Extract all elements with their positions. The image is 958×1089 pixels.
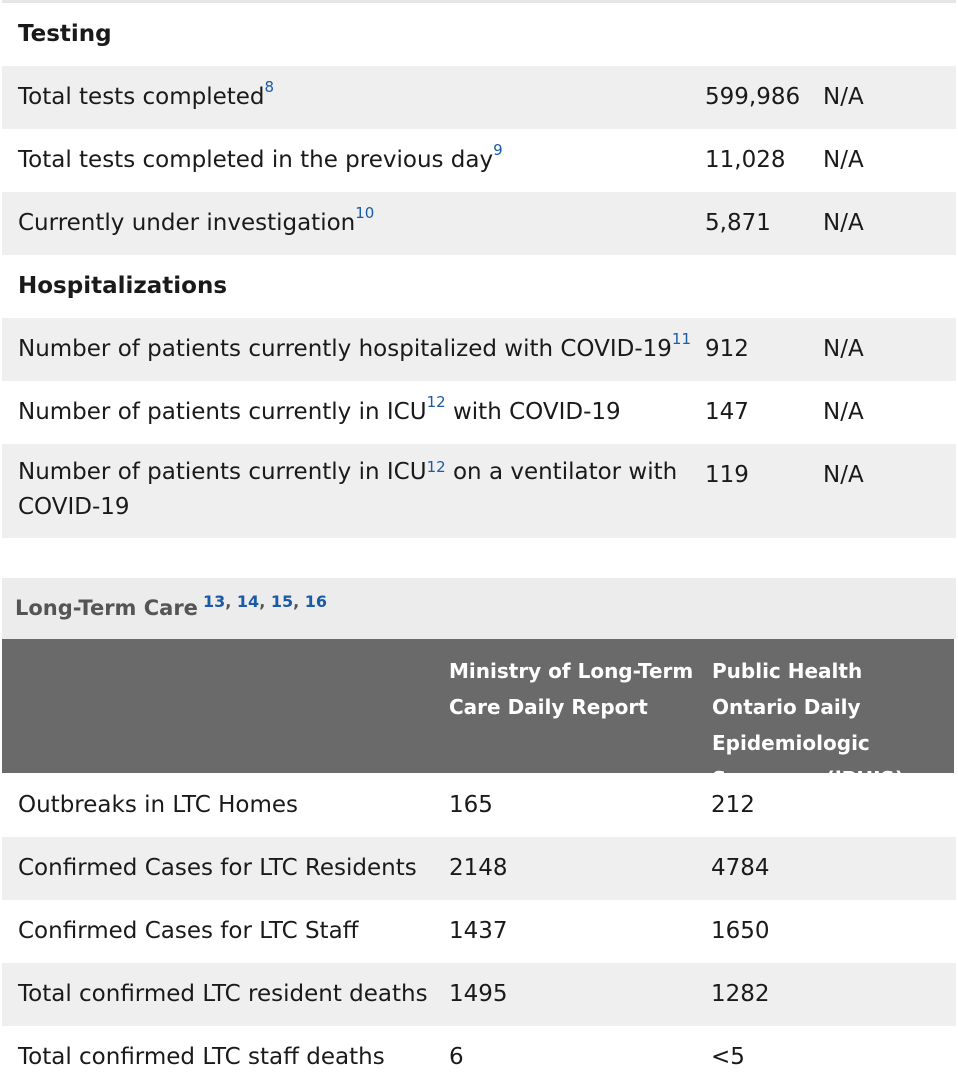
row-value-2: 4784 (711, 855, 770, 881)
row-value-2: N/A (823, 336, 864, 362)
footnote-link[interactable]: 8 (264, 78, 275, 96)
row-label: Total confirmed LTC resident deaths (18, 981, 428, 1007)
table-row: Total tests completed8 599,986 N/A (2, 66, 956, 129)
row-value-2: 1650 (711, 918, 770, 944)
row-label: Total confirmed LTC staff deaths (18, 1044, 385, 1070)
table-row: Total tests completed in the previous da… (2, 129, 956, 192)
footnote-link[interactable]: 11 (671, 330, 692, 348)
row-value-2: <5 (711, 1044, 745, 1070)
ltc-table: Outbreaks in LTC Homes 165 212 Confirmed… (2, 774, 956, 1089)
footnote-link[interactable]: 16 (304, 592, 328, 611)
row-value-2: N/A (823, 84, 864, 110)
ltc-column-header: Ministry of Long-Term Care Daily Report … (2, 639, 954, 791)
ltc-table-caption: Long-Term Care 13, 14, 15, 16 (2, 578, 956, 639)
row-value-2: N/A (823, 462, 864, 488)
table-row: Currently under investigation10 5,871 N/… (2, 192, 956, 255)
row-label: Number of patients currently in ICU12 on… (18, 458, 678, 520)
section-heading-hospitalizations: Hospitalizations (18, 273, 228, 299)
table-row: Total confirmed LTC resident deaths 1495… (2, 963, 956, 1026)
table-row: Confirmed Cases for LTC Staff 1437 1650 (2, 900, 956, 963)
table-row: Number of patients currently hospitalize… (2, 318, 956, 381)
row-value-1: 5,871 (705, 210, 771, 236)
table-row: Confirmed Cases for LTC Residents 2148 4… (2, 837, 956, 900)
row-value-1: 912 (705, 336, 749, 362)
row-label: Currently under investigation10 (18, 204, 375, 236)
row-label: Number of patients currently in ICU12 wi… (18, 393, 621, 425)
row-value-1: 1437 (449, 918, 508, 944)
row-label: Outbreaks in LTC Homes (18, 792, 299, 818)
row-value-1: 2148 (449, 855, 508, 881)
row-label: Total tests completed in the previous da… (18, 141, 503, 173)
table-row: Number of patients currently in ICU12 on… (2, 444, 956, 538)
column-header-pho: Public Health Ontario Daily Epidemiologi… (712, 659, 905, 791)
footnote-link[interactable]: 12 (426, 393, 446, 411)
footnote-link[interactable]: 9 (493, 141, 503, 159)
table-row: Outbreaks in LTC Homes 165 212 (2, 774, 956, 837)
footnote-link[interactable]: 10 (355, 204, 375, 222)
row-value-1: 147 (705, 399, 749, 425)
row-value-1: 11,028 (705, 147, 786, 173)
row-value-2: N/A (823, 147, 864, 173)
row-value-1: 599,986 (705, 84, 801, 110)
row-label: Confirmed Cases for LTC Staff (18, 918, 359, 944)
section-row-hospitalizations: Hospitalizations (2, 255, 956, 318)
section-heading-testing: Testing (18, 21, 112, 47)
top-divider (2, 0, 956, 3)
row-value-1: 165 (449, 792, 493, 818)
row-value-1: 1495 (449, 981, 508, 1007)
row-label: Number of patients currently hospitalize… (18, 330, 692, 362)
row-label: Confirmed Cases for LTC Residents (18, 855, 417, 881)
row-value-2: 212 (711, 792, 755, 818)
row-label: Total tests completed8 (18, 78, 275, 110)
footnote-link[interactable]: 13 (203, 592, 226, 611)
row-value-1: 119 (705, 462, 749, 488)
row-value-2: N/A (823, 210, 864, 236)
column-header-ministry: Ministry of Long-Term Care Daily Report (449, 659, 694, 719)
table-row: Number of patients currently in ICU12 wi… (2, 381, 956, 444)
row-value-1: 6 (449, 1044, 464, 1070)
ltc-title: Long-Term Care (15, 596, 198, 620)
footnote-link[interactable]: 15 (270, 592, 294, 611)
ltc-footnote-refs: 13, 14, 15, 16 (203, 592, 328, 611)
section-row-testing: Testing (2, 3, 956, 66)
footnote-link[interactable]: 14 (236, 592, 260, 611)
row-value-2: 1282 (711, 981, 770, 1007)
table-row: Total confirmed LTC staff deaths 6 <5 (2, 1026, 956, 1089)
row-value-2: N/A (823, 399, 864, 425)
testing-hospitalizations-table: Testing Total tests completed8 599,986 N… (2, 3, 956, 538)
footnote-link[interactable]: 12 (426, 458, 446, 476)
